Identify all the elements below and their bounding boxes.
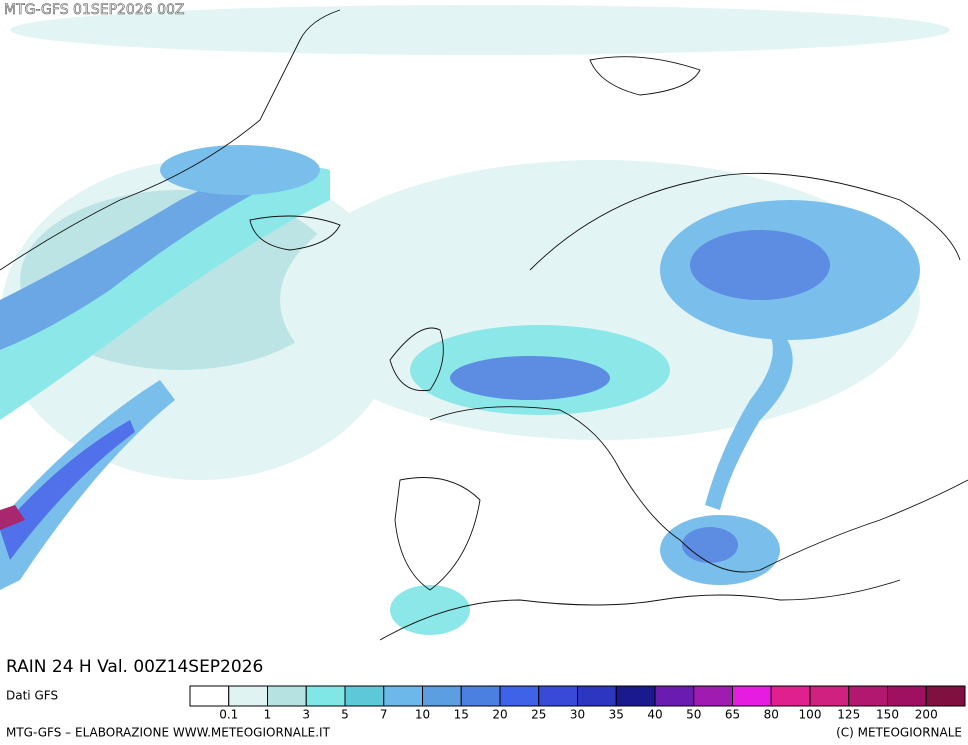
legend-swatch — [732, 685, 772, 707]
legend: Dati GFS 0.1 1 3 5 7 10 15 20 25 30 35 40 50 65 80 100 1… — [6, 685, 966, 722]
legend-label: 80 — [764, 708, 779, 722]
legend-label: 5 — [341, 708, 349, 722]
legend-swatch — [693, 685, 733, 707]
coastlines — [0, 9, 968, 641]
rain-field — [0, 5, 950, 635]
legend-label: 65 — [725, 708, 740, 722]
legend-label: 30 — [570, 708, 585, 722]
footer-left: MTG-GFS – ELABORAZIONE WWW.METEOGIORNALE… — [6, 726, 331, 740]
legend-swatch — [460, 685, 501, 707]
legend-swatch — [887, 685, 927, 707]
legend-label: 25 — [531, 708, 546, 722]
legend-swatch — [228, 685, 268, 707]
label-band — [0, 656, 968, 678]
legend-swatch — [925, 685, 966, 707]
legend-label: 100 — [799, 708, 822, 722]
legend-label: 15 — [454, 708, 469, 722]
legend-swatch — [189, 685, 230, 707]
legend-label: 1 — [264, 708, 272, 722]
legend-swatch — [538, 685, 578, 707]
legend-swatch — [770, 685, 811, 707]
legend-swatch — [499, 685, 540, 707]
legend-swatch — [615, 685, 656, 707]
legend-label: 200 — [915, 708, 938, 722]
legend-swatch — [422, 685, 462, 707]
legend-label: 150 — [876, 708, 899, 722]
legend-source: Dati GFS — [6, 689, 58, 703]
legend-label: 3 — [302, 708, 310, 722]
legend-label: 40 — [647, 708, 662, 722]
map-label: RAIN 24 H Val. 00Z14SEP2026 — [6, 657, 263, 677]
legend-swatch — [305, 685, 346, 707]
legend-swatch — [577, 685, 617, 707]
footer-right: (C) METEOGIORNALE — [836, 726, 962, 740]
legend-label: 0.1 — [219, 708, 238, 722]
legend-label: 10 — [415, 708, 430, 722]
legend-label: 125 — [837, 708, 860, 722]
legend-swatch — [344, 685, 385, 707]
legend-swatch — [267, 685, 307, 707]
header-title: MTG-GFS 01SEP2026 00Z — [4, 2, 185, 18]
legend-label: 35 — [609, 708, 624, 722]
legend-label: 7 — [380, 708, 388, 722]
legend-swatch — [654, 685, 695, 707]
legend-swatch — [809, 685, 850, 707]
legend-label: 50 — [686, 708, 701, 722]
legend-label: 20 — [492, 708, 507, 722]
legend-swatch — [848, 685, 888, 707]
legend-swatch — [383, 685, 423, 707]
map: MTG-GFS 01SEP2026 00Z RAIN 24 H Val. 00Z… — [0, 0, 968, 678]
